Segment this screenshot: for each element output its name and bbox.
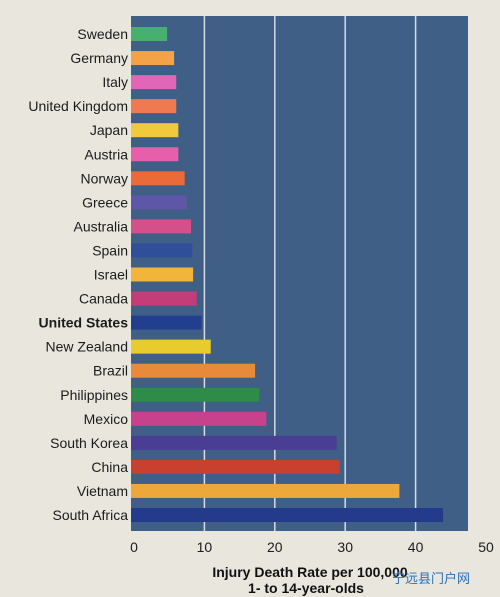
category-label-austria: Austria [84,146,128,162]
bar-greece [131,195,187,210]
category-label-japan: Japan [90,122,128,138]
bar-norway [131,171,185,186]
bar-mexico [131,411,267,426]
category-label-united-states: United States [39,315,129,331]
category-label-south-korea: South Korea [50,435,128,451]
bar-italy [131,75,177,90]
category-label-philippines: Philippines [60,387,128,403]
bar-united-kingdom [131,99,177,114]
x-tick-label-0: 0 [130,539,138,555]
bar-germany [131,51,175,66]
bar-china [131,459,340,474]
category-label-brazil: Brazil [93,363,128,379]
bar-israel [131,267,194,282]
x-axis-title-line1: Injury Death Rate per 100,000 [212,564,408,580]
category-label-germany: Germany [70,50,128,66]
x-tick-label-10: 10 [197,539,213,555]
category-label-canada: Canada [79,291,128,307]
x-tick-label-40: 40 [408,539,424,555]
category-label-australia: Australia [74,218,129,234]
bar-australia [131,219,192,234]
bar-japan [131,123,179,138]
category-label-united-kingdom: United Kingdom [28,98,128,114]
bar-austria [131,147,179,162]
bar-brazil [131,363,256,378]
category-label-israel: Israel [94,267,128,283]
category-label-vietnam: Vietnam [77,483,128,499]
bar-south-korea [131,435,337,450]
bars [131,27,444,522]
x-tick-label-30: 30 [337,539,353,555]
bar-spain [131,243,193,258]
x-tick-label-20: 20 [267,539,283,555]
category-label-mexico: Mexico [84,411,129,427]
x-axis-title-line2: 1- to 14-year-olds [248,580,364,596]
category-label-greece: Greece [82,194,128,210]
x-tick-label-50: 50 [478,539,494,555]
category-label-sweden: Sweden [77,26,128,42]
category-label-china: China [91,459,128,475]
category-labels: Sweden Germany Italy United Kingdom Japan Aus… [28,26,128,523]
watermark-text: 宁远县门户网 [392,571,470,587]
bar-south-africa [131,508,444,522]
category-label-spain: Spain [92,242,128,258]
category-label-new-zealand: New Zealand [46,339,129,355]
category-label-italy: Italy [102,74,128,90]
bar-canada [131,291,197,306]
category-label-south-africa: South Africa [53,507,129,523]
category-label-norway: Norway [81,170,128,186]
x-tick-labels: 0 10 20 30 40 50 [130,539,494,555]
bar-philippines [131,387,260,402]
bar-sweden [131,27,168,41]
bar-united-states [131,315,202,330]
bar-vietnam [131,483,400,498]
bar-new-zealand [131,339,211,354]
